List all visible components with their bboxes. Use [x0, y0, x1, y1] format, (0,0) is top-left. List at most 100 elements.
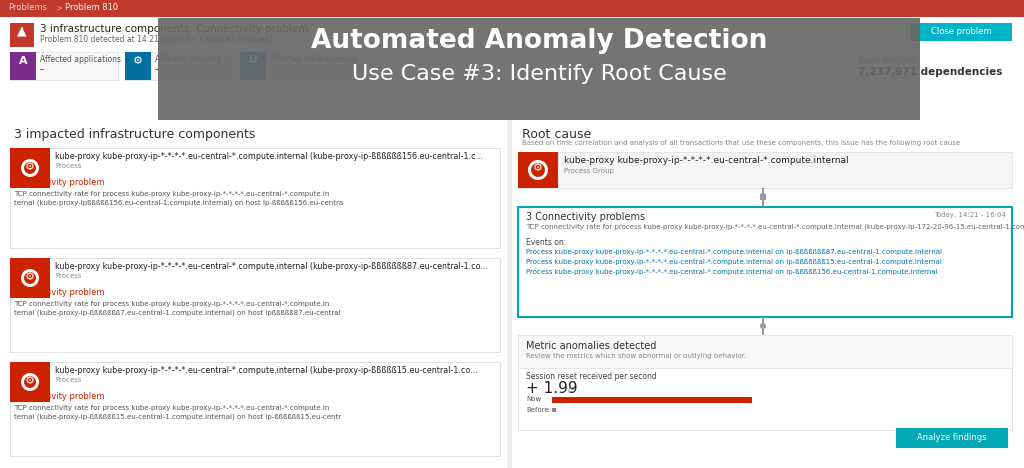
Bar — [125, 52, 151, 80]
Text: ⚙: ⚙ — [25, 376, 35, 386]
Text: 3 infrastructure components: Connectivity problem: 3 infrastructure components: Connectivit… — [40, 24, 308, 34]
Text: 3 Connectivity problems: 3 Connectivity problems — [526, 212, 645, 222]
Bar — [10, 52, 118, 80]
Text: ⚙: ⚙ — [25, 272, 35, 282]
Text: Session reset received per second: Session reset received per second — [526, 372, 656, 381]
Bar — [10, 148, 500, 248]
Bar — [0, 120, 507, 468]
Bar — [518, 207, 1012, 317]
Text: + 1.99: + 1.99 — [526, 381, 578, 396]
Bar — [518, 152, 1012, 188]
Text: Events on:: Events on: — [526, 238, 566, 247]
Text: Process: Process — [55, 163, 81, 169]
Text: Connectivity problem: Connectivity problem — [14, 288, 104, 297]
Text: Analyze findings: Analyze findings — [918, 433, 987, 442]
Bar — [0, 17, 1024, 120]
Circle shape — [22, 373, 39, 391]
Text: Process kube-proxy kube-proxy-ip-*-*-*-*.eu-central-*.compute.internal on ip-ßßß: Process kube-proxy kube-proxy-ip-*-*-*-*… — [526, 249, 942, 255]
Text: Problem 810: Problem 810 — [65, 3, 118, 12]
Text: ternal (kube-proxy-ip-ßßßßßßß7.eu-central-1.compute.internal) on host ipßßßßß87.: ternal (kube-proxy-ip-ßßßßßßß7.eu-centra… — [14, 310, 341, 316]
Circle shape — [23, 375, 37, 389]
Text: 7,237,971 dependencies: 7,237,971 dependencies — [858, 67, 1002, 77]
Text: Problems: Problems — [8, 3, 47, 12]
Bar — [10, 362, 500, 456]
Text: TCP connectivity rate for process kube-proxy kube-proxy-ip-*-*-*-*.eu-central-*.: TCP connectivity rate for process kube-p… — [14, 191, 330, 197]
Text: Process: Process — [55, 273, 81, 279]
Text: Process: Process — [55, 377, 81, 383]
Bar — [240, 52, 266, 80]
Circle shape — [23, 271, 37, 285]
Text: 3 impacted infrastructure components: 3 impacted infrastructure components — [14, 128, 255, 141]
Text: –: – — [270, 65, 274, 74]
Bar — [10, 258, 500, 352]
Text: –: – — [40, 65, 44, 74]
Text: Affected infrastructure: Affected infrastructure — [270, 55, 357, 64]
Text: Process Group: Process Group — [564, 168, 613, 174]
Text: kube-proxy kube-proxy-ip-*-*-*-*.eu-central-*.compute.internal (kube-proxy-ip-ßß: kube-proxy kube-proxy-ip-*-*-*-*.eu-cent… — [55, 262, 488, 271]
Bar — [552, 408, 556, 412]
Bar — [762, 329, 764, 335]
Text: Davis analyzed: Davis analyzed — [858, 56, 916, 65]
Text: ternal (kube-proxy-ipßßßßß156.eu-central-1.compute.internal) on host ip-ßßßßß156: ternal (kube-proxy-ipßßßßß156.eu-central… — [14, 200, 343, 206]
Text: Based on time correlation and analysis of all transactions that use these compon: Based on time correlation and analysis o… — [522, 140, 961, 146]
Text: TCP connectivity rate for process kube-proxy kube-proxy-ip-*-*-*-*.eu-central-*.: TCP connectivity rate for process kube-p… — [14, 405, 330, 411]
Text: Root cause: Root cause — [522, 128, 591, 141]
Text: Problem 810 detected at 14:21 (open for 1 hour 43 minutes).: Problem 810 detected at 14:21 (open for … — [40, 35, 274, 44]
Text: Before: Before — [526, 407, 549, 413]
Text: !: ! — [20, 27, 24, 33]
Bar — [518, 368, 1012, 430]
Text: Process kube-proxy kube-proxy-ip-*-*-*-*.eu-central-*.compute.internal on ip-ßßß: Process kube-proxy kube-proxy-ip-*-*-*-*… — [526, 269, 938, 275]
Text: Metric anomalies detected: Metric anomalies detected — [526, 341, 656, 351]
Text: kube-proxy kube-proxy-ip-*-*-*-*.eu-central-*.compute.internal (kube-proxy-ip-ßß: kube-proxy kube-proxy-ip-*-*-*-*.eu-cent… — [55, 366, 478, 375]
Text: /s: /s — [568, 385, 575, 394]
Text: Review the metrics which show abnormal or outlying behavior.: Review the metrics which show abnormal o… — [526, 353, 746, 359]
Text: Connectivity problem: Connectivity problem — [14, 178, 104, 187]
Text: ⚙: ⚙ — [534, 163, 543, 173]
Bar — [760, 194, 766, 200]
Text: –: – — [155, 65, 160, 74]
Text: A: A — [18, 56, 28, 66]
Bar — [507, 120, 512, 468]
Bar — [158, 18, 920, 120]
Bar — [762, 188, 764, 196]
Bar — [125, 52, 233, 80]
Text: Affected services: Affected services — [155, 55, 220, 64]
Bar — [762, 199, 764, 207]
Circle shape — [22, 269, 39, 287]
Circle shape — [530, 162, 546, 178]
Text: ⚙: ⚙ — [25, 162, 35, 172]
Bar — [10, 362, 50, 402]
Text: Today, 14:21 - 16:04: Today, 14:21 - 16:04 — [934, 212, 1006, 218]
Bar — [512, 120, 1024, 468]
Text: Automated Anomaly Detection: Automated Anomaly Detection — [311, 28, 767, 54]
Bar — [10, 52, 36, 80]
Bar — [518, 335, 1012, 430]
Circle shape — [23, 161, 37, 175]
Bar — [896, 428, 1008, 448]
Text: kube-proxy kube-proxy-ip-*-*-*-*.eu-central-*.compute.internal (kube-proxy-ip-ßß: kube-proxy kube-proxy-ip-*-*-*-*.eu-cent… — [55, 152, 483, 161]
Text: ternal (kube-proxy-ip-ßßßßßß15.eu-central-1.compute.internal) on host ip-ßßßßßß1: ternal (kube-proxy-ip-ßßßßßß15.eu-centra… — [14, 414, 341, 421]
Bar — [0, 0, 1024, 17]
Bar — [552, 397, 752, 403]
Circle shape — [528, 160, 548, 180]
Circle shape — [760, 193, 766, 199]
Text: ⚙: ⚙ — [133, 56, 143, 66]
Text: Now: Now — [526, 396, 542, 402]
Circle shape — [22, 159, 39, 177]
Text: TCP connectivity rate for process kube-proxy kube-proxy-ip-*-*-*-*.eu-central-*.: TCP connectivity rate for process kube-p… — [526, 224, 1024, 231]
Bar — [240, 52, 360, 80]
Text: Process kube-proxy kube-proxy-ip-*-*-*-*.eu-central-*.compute.internal on ip-ßßß: Process kube-proxy kube-proxy-ip-*-*-*-*… — [526, 259, 942, 265]
Bar — [0, 120, 1024, 468]
Text: Affected applications: Affected applications — [40, 55, 121, 64]
Text: TCP connectivity rate for process kube-proxy kube-proxy-ip-*-*-*-*.eu-central-*.: TCP connectivity rate for process kube-p… — [14, 301, 330, 307]
Bar — [762, 317, 764, 325]
Circle shape — [760, 323, 766, 329]
Bar — [518, 152, 558, 188]
Text: Close problem: Close problem — [931, 27, 991, 36]
Bar — [910, 23, 1012, 41]
Bar — [10, 148, 50, 188]
Bar — [10, 23, 34, 47]
Text: ▲: ▲ — [17, 24, 27, 37]
Text: Connectivity problem: Connectivity problem — [14, 392, 104, 401]
Text: >: > — [55, 3, 62, 12]
